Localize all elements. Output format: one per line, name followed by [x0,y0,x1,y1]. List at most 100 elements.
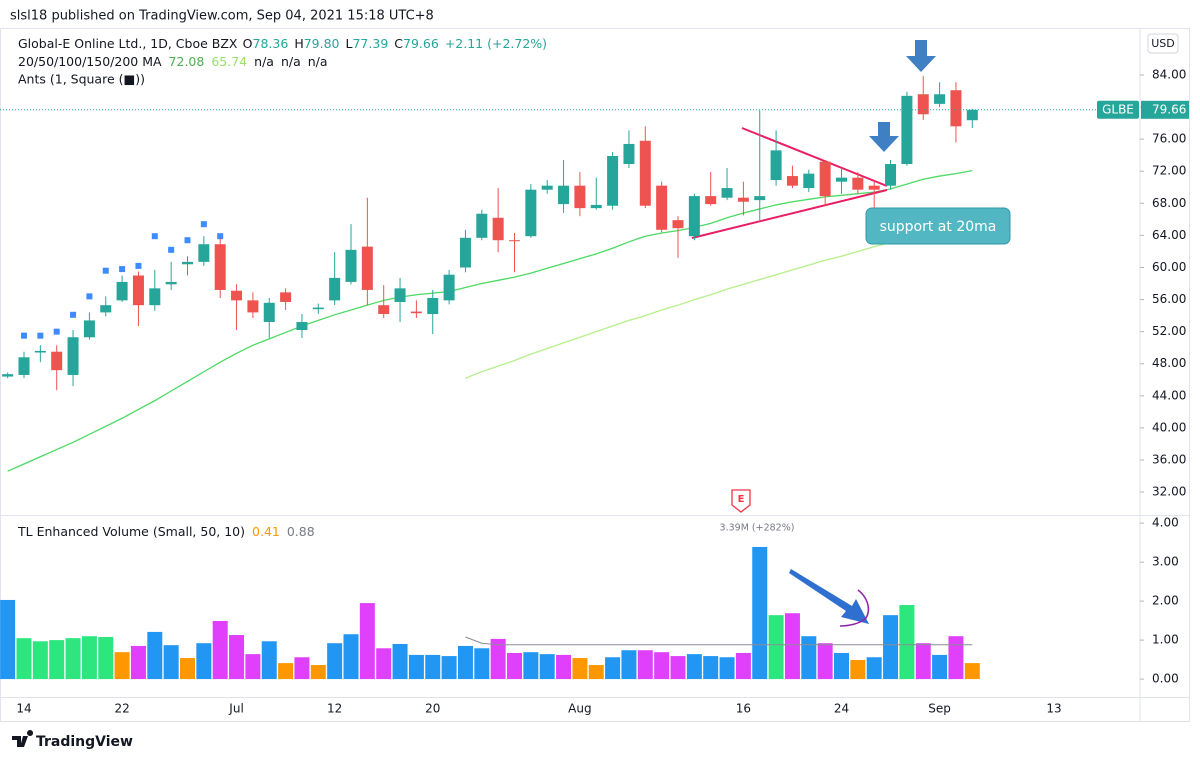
volume-title: TL Enhanced Volume (Small, 50, 10) [17,524,245,539]
volume-bar [588,665,604,680]
ohlc-key: L [346,36,353,51]
candle-body [149,288,161,306]
candle-body [672,220,684,229]
candle-body [247,300,259,313]
ohlc-value: 78.36 [253,36,289,51]
volume-bar [0,599,16,680]
ants-marker [102,267,109,274]
triangle-upper-line [741,127,888,187]
volume-bar [163,645,179,680]
volume-bar [605,657,621,680]
ants-marker [21,332,27,339]
ticker: GLBE [1102,102,1134,116]
y-tick-label: 52.00 [1152,324,1186,338]
candle-body [182,261,193,265]
volume-bar [310,665,326,680]
volume-bar [866,657,882,680]
ohlc-value: 77.39 [352,36,388,51]
volume-bar [507,652,522,680]
volume-scribble [839,589,870,627]
volume-bar [948,636,964,680]
volume-bar [376,648,392,680]
currency-box[interactable] [1147,33,1179,54]
volume-bar [556,654,572,680]
y-tick-label: 84.00 [1152,67,1186,81]
candle-body [950,90,962,127]
volume-bar [261,641,277,680]
candle-body [966,109,978,121]
volume-bar [654,652,670,680]
x-tick-label: 16 [736,702,751,716]
candle-body [443,274,455,301]
candle-body [34,350,46,353]
volume-bar [768,615,784,680]
volume-bar [932,654,948,680]
volume-bar [278,663,294,680]
symbol: Global-E Online Ltd., 1D, Cboe BZX [18,36,238,51]
earnings-marker [731,489,751,513]
candle-body [296,322,308,331]
candle-body [394,288,406,302]
volume-bar [490,638,506,680]
volume-bar [637,650,653,680]
volume-bar [539,654,555,680]
candle-body [263,302,275,323]
candle-body [541,185,553,190]
candle-body [345,249,357,282]
ants-marker [37,332,44,339]
candle-body [329,277,341,301]
ants-marker [119,266,126,273]
y-tick-label: 2.00 [1152,594,1179,608]
candle-body [607,156,619,206]
candle-body [574,185,586,209]
volume-bar [425,654,441,680]
y-tick-label: 56.00 [1152,292,1186,306]
volume-bar [245,654,261,680]
x-tick-label: 13 [1046,702,1061,716]
volume-bar [784,613,800,680]
volume-bar [915,643,931,680]
volume-peak-label: 3.39M (+282%) [720,523,795,534]
candle-body [754,196,766,201]
ants-marker [217,233,224,240]
candle-body [427,297,439,315]
ants-marker [168,246,175,253]
candle-body [770,150,782,181]
ohlc-value: 79.80 [304,36,340,51]
x-tick-label: Jul [228,702,243,716]
ma-value: n/a [281,54,301,69]
candle-body [361,246,373,290]
y-tick-label: 48.00 [1152,356,1186,370]
volume-bar [114,652,130,680]
candle-body [132,275,144,306]
volume-bar [359,603,375,680]
x-tick-label: 14 [16,702,31,716]
x-tick-label: 24 [834,702,849,716]
x-tick-label: Sep [928,702,951,716]
ants-marker [184,237,191,244]
y-tick-label: 4.00 [1152,516,1179,530]
last-price-label: 79.66 [1152,102,1186,116]
volume-bar [180,658,195,680]
candle-body [459,237,471,268]
ants-marker [135,262,142,269]
currency: USD [1151,37,1175,50]
volume-bar [752,546,768,680]
candle-body [476,213,488,238]
ma-legend: 20/50/100/150/200 MA 72.08 65.74 n/a n/a n/a [18,54,328,69]
brand: TradingView [36,734,133,750]
volume-bar [686,654,702,680]
candle-body [639,140,651,206]
ohlc-key: C [394,36,403,51]
candle-body [2,374,14,377]
candle-body [18,357,30,375]
volume-bar [392,643,408,680]
y-tick-label: 32.00 [1152,485,1186,499]
candle-body [67,337,79,375]
volume-bar [899,605,915,680]
ma-value: 72.08 [169,54,205,69]
x-tick-label: 22 [114,702,129,716]
ants-marker [53,328,60,335]
volume-bar [327,643,343,680]
